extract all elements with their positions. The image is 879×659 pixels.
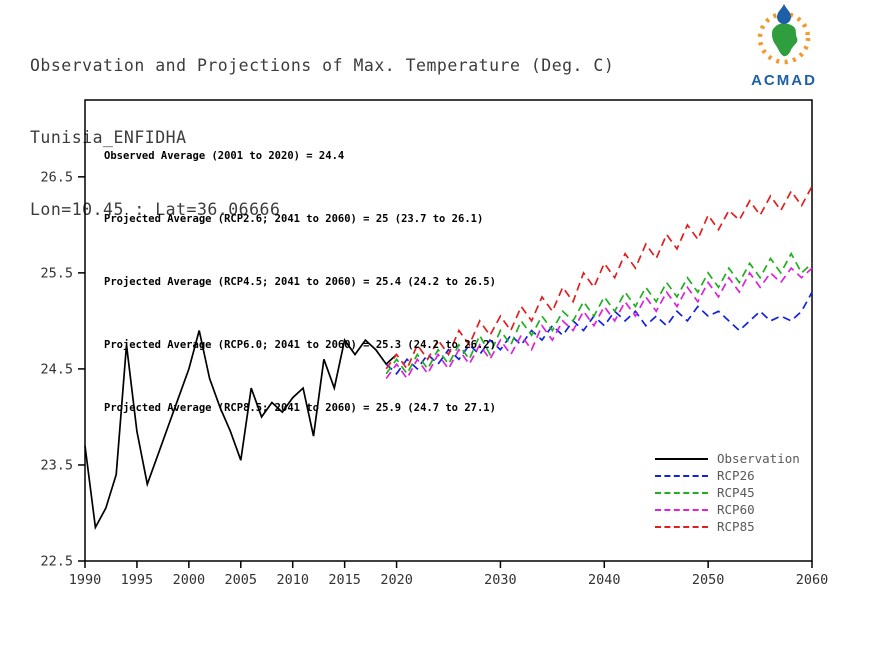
coordinates: Lon=10.45 : Lat=36.06666 [30, 200, 281, 219]
annotation-rcp26-average: Projected Average (RCP2.6; 2041 to 2060)… [104, 213, 484, 225]
x-axis-tick-label: 2040 [588, 572, 621, 588]
series-line-rcp85 [385, 185, 813, 371]
annotation-rcp85-average: Projected Average (RCP8.5; 2041 to 2060)… [104, 402, 496, 414]
y-axis-tick-label: 25.5 [40, 265, 73, 281]
x-axis-tick-label: 2030 [484, 572, 517, 588]
legend-label: RCP85 [717, 519, 755, 534]
plot-annotations: Observed Average (2001 to 2020) = 24.4 P… [104, 104, 496, 461]
x-axis-tick-label: 1995 [121, 572, 154, 588]
series-line-rcp26 [385, 291, 813, 375]
legend-line-sample [655, 457, 708, 460]
legend-line-sample [655, 508, 708, 511]
y-axis-tick-label: 26.5 [40, 169, 73, 185]
acmad-logo-text: ACMAD [751, 72, 817, 89]
legend-label: RCP60 [717, 502, 755, 517]
x-axis-tick-label: 2010 [276, 572, 309, 588]
legend-item-rcp45: RCP45 [655, 484, 800, 501]
x-axis-tick-label: 2020 [380, 572, 413, 588]
acmad-logo-graphic [757, 4, 811, 65]
chart-header: Observation and Projections of Max. Temp… [30, 6, 614, 270]
x-axis-tick-label: 2060 [796, 572, 829, 588]
legend-line-sample [655, 525, 708, 528]
water-drop-icon [777, 4, 791, 24]
annotation-rcp45-average: Projected Average (RCP4.5; 2041 to 2060)… [104, 276, 496, 288]
station-name: Tunisia_ENFIDHA [30, 128, 187, 147]
annotation-observed-average: Observed Average (2001 to 2020) = 24.4 [104, 150, 345, 162]
x-axis-tick-label: 2015 [328, 572, 361, 588]
legend-label: Observation [717, 451, 800, 466]
series-line-observation [84, 330, 398, 531]
legend-item-rcp85: RCP85 [655, 518, 800, 535]
annotation-rcp60-average: Projected Average (RCP6.0; 2041 to 2060)… [104, 339, 496, 351]
legend-item-rcp60: RCP60 [655, 501, 800, 518]
x-axis-tick-label: 1990 [69, 572, 102, 588]
legend-line-sample [655, 474, 708, 477]
legend-line-sample [655, 491, 708, 494]
y-axis-tick-label: 24.5 [40, 361, 73, 377]
x-axis-tick-label: 2000 [173, 572, 206, 588]
legend-label: RCP26 [717, 468, 755, 483]
legend-label: RCP45 [717, 485, 755, 500]
y-axis-tick-label: 22.5 [40, 554, 73, 570]
series-line-rcp60 [385, 266, 813, 381]
chart-title: Observation and Projections of Max. Temp… [30, 56, 615, 75]
plot-legend: Observation RCP26 RCP45 RCP60 RCP85 [655, 450, 800, 535]
plot-border [84, 99, 813, 562]
x-axis-tick-label: 2005 [225, 572, 258, 588]
x-axis-tick-label: 2050 [692, 572, 725, 588]
legend-item-observation: Observation [655, 450, 800, 467]
legend-item-rcp26: RCP26 [655, 467, 800, 484]
acmad-logo: ACMAD [738, 2, 830, 89]
y-axis-tick-label: 23.5 [40, 457, 73, 473]
series-line-rcp45 [385, 251, 813, 376]
africa-icon [771, 23, 798, 57]
